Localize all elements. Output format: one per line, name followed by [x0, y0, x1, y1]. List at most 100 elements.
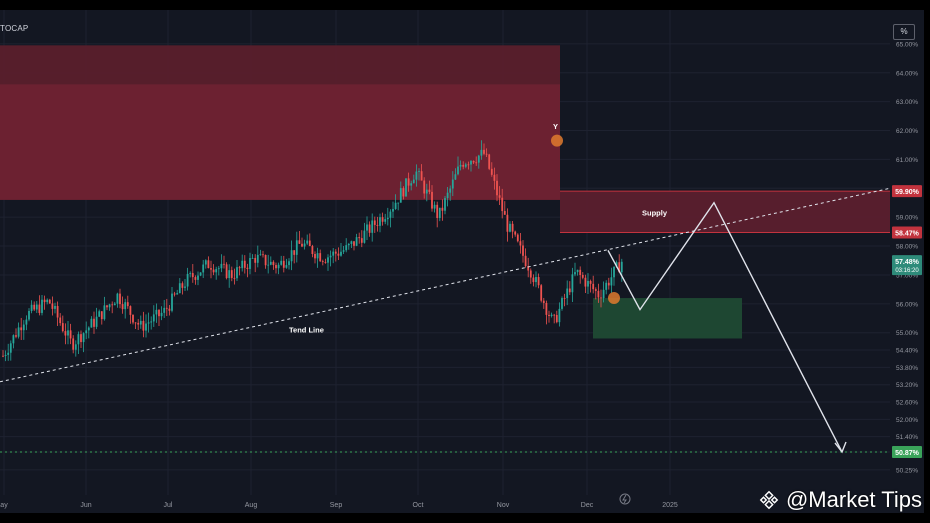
candle-body: [207, 260, 210, 269]
candle-body: [61, 323, 64, 332]
candle-body: [116, 293, 119, 304]
candle-body: [545, 302, 548, 315]
candle-body: [620, 261, 623, 273]
x-tick-label: Jun: [80, 502, 91, 509]
candle-body: [607, 282, 610, 286]
candle-body: [496, 180, 498, 196]
candle-body: [38, 304, 41, 313]
chart-area[interactable]: Y Supply Tend Line 65.00% 64.00% 63.00% 62.00%…: [0, 10, 924, 513]
candle-body: [124, 302, 127, 310]
candle-body: [181, 283, 184, 288]
candle-body: [113, 303, 116, 306]
candle-body: [555, 314, 558, 323]
candle-body: [246, 267, 249, 269]
candle-body: [493, 174, 496, 181]
candle-body: [119, 293, 121, 305]
candle-body: [548, 314, 550, 317]
candle-body: [423, 180, 426, 194]
candle-body: [184, 286, 186, 288]
trend-line-label: Tend Line: [289, 326, 324, 335]
candle-body: [272, 261, 275, 266]
candle-body: [298, 240, 301, 244]
candle-body: [428, 189, 431, 192]
candle-body: [168, 308, 171, 311]
candle-body: [425, 189, 428, 194]
candle-body: [4, 354, 7, 356]
candle-body: [85, 330, 88, 334]
candle-body: [150, 321, 153, 323]
candle-body: [225, 264, 228, 279]
candle-body: [571, 274, 574, 293]
candle-body: [9, 343, 12, 353]
candle-body: [410, 183, 413, 186]
candle-body: [314, 254, 316, 259]
candle-body: [72, 338, 75, 350]
candle-body: [69, 330, 72, 339]
candle-body: [337, 253, 340, 256]
candle-body: [399, 188, 402, 203]
price-tag-supply-top: 59.90%: [895, 189, 920, 196]
candle-body: [95, 316, 98, 327]
projection-arrowhead: [834, 441, 847, 454]
peak-label: Y: [553, 122, 558, 131]
scale-mode-button[interactable]: %: [893, 24, 915, 40]
candle-body: [321, 261, 324, 263]
candle-body: [464, 164, 467, 167]
symbol-label[interactable]: TOCAP: [0, 24, 29, 33]
candle-body: [405, 178, 407, 197]
candle-body: [327, 257, 329, 263]
candle-body: [93, 318, 95, 327]
y-tick-label: 52.00%: [896, 417, 918, 424]
binance-logo-icon: [759, 490, 779, 510]
candle-body: [64, 331, 67, 336]
candle-body: [386, 217, 389, 220]
candle-body: [527, 266, 530, 271]
candle-body: [449, 188, 452, 193]
candle-body: [345, 245, 348, 251]
candle-body: [189, 273, 192, 274]
candle-body: [212, 269, 215, 273]
candle-body: [514, 231, 517, 235]
candle-body: [368, 224, 371, 233]
y-tick-label: 65.00%: [896, 41, 918, 48]
candle-body: [342, 250, 345, 252]
candle-body: [397, 202, 400, 204]
candle-body: [77, 334, 80, 345]
candle-body: [48, 299, 51, 304]
candle-body: [472, 161, 475, 163]
zone-demand: [593, 298, 742, 339]
candle-body: [379, 217, 381, 226]
candle-body: [43, 299, 46, 303]
candle-body: [82, 333, 85, 343]
candle-body: [340, 251, 342, 256]
candle-body: [550, 314, 553, 317]
candle-body: [488, 154, 491, 169]
candle-body: [103, 305, 106, 320]
candle-body: [581, 274, 584, 278]
candle-body: [490, 168, 493, 175]
candle-body: [202, 264, 205, 273]
price-chart[interactable]: Y Supply Tend Line 65.00% 64.00% 63.00% 62.00%…: [0, 10, 924, 513]
x-tick-label: ay: [0, 502, 8, 509]
price-tag-supply-bottom-bg: [892, 226, 922, 239]
candle-body: [285, 265, 288, 268]
candle-body: [605, 282, 608, 290]
candle-body: [230, 270, 233, 278]
y-tick-label: 55.00%: [896, 330, 918, 337]
candle-body: [22, 324, 25, 331]
y-tick-label: 52.60%: [896, 400, 918, 407]
y-tick-label: 63.00%: [896, 99, 918, 106]
x-tick-label: Oct: [413, 502, 424, 509]
candle-body: [381, 217, 384, 222]
candle-body: [503, 211, 506, 215]
candle-body: [87, 327, 90, 331]
candle-body: [615, 262, 618, 267]
candle-body: [262, 254, 264, 256]
candle-body: [204, 260, 207, 265]
candle-body: [35, 304, 38, 310]
candle-body: [259, 254, 262, 256]
candle-body: [30, 304, 33, 311]
candle-body: [451, 179, 454, 189]
candle-body: [290, 250, 293, 262]
price-tag-countdown: 03:16:20: [895, 268, 919, 274]
